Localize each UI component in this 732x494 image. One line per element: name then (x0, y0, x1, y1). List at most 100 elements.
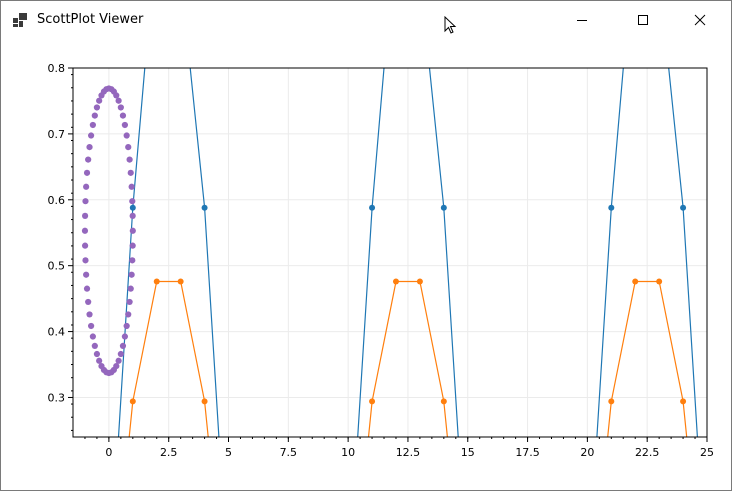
app-icon (13, 13, 27, 27)
series-3-point (117, 350, 124, 358)
series-3-point (129, 227, 136, 234)
series-3-point (119, 342, 127, 350)
series-1-line (428, 68, 459, 437)
series-1-line (668, 68, 698, 437)
x-axis: 0 2.5 5 7.5 10 12.5 15 17.5 20 22.5 25 (84, 437, 714, 459)
series-3-point (125, 311, 132, 318)
series-3-point (89, 121, 96, 129)
series-3-point (113, 92, 120, 99)
maximize-button[interactable] (620, 1, 666, 39)
series-3-point (128, 271, 135, 278)
series-3-point (83, 285, 91, 292)
series-3-point (93, 104, 101, 111)
series-3-point (127, 285, 134, 292)
y-tick-label: 0.8 (48, 62, 66, 75)
mouse-cursor-icon (444, 16, 457, 34)
series-2-point (440, 398, 447, 405)
series-3-point (85, 156, 92, 163)
series-3-point (81, 242, 89, 249)
close-icon (694, 14, 706, 26)
series-3-point (123, 322, 130, 330)
x-tick-label: 12.5 (396, 446, 421, 459)
x-tick-label: 15 (461, 446, 475, 459)
title-bar[interactable]: ScottPlot Viewer (1, 1, 731, 39)
close-button[interactable] (677, 1, 723, 39)
series-2-point (680, 398, 687, 405)
series-3-point (86, 143, 93, 151)
series-3-point (128, 183, 135, 190)
series-1-point (608, 204, 615, 211)
series-3-point (96, 357, 103, 364)
series-3-point (89, 333, 96, 340)
series-2-point (177, 278, 184, 285)
y-tick-label: 0.4 (48, 326, 66, 339)
y-tick-label: 0.3 (48, 391, 66, 404)
x-tick-label: 0 (105, 446, 112, 459)
x-tick-label: 2.5 (160, 446, 178, 459)
x-tick-label: 10 (341, 446, 355, 459)
series-3-point (125, 143, 132, 151)
series-3-point (123, 132, 130, 139)
series-3-point (129, 242, 136, 249)
series-3-point (117, 104, 124, 111)
series-3-point (81, 212, 89, 219)
maximize-icon (638, 15, 648, 25)
plot-area[interactable]: 0 2.5 5 7.5 10 12.5 15 17.5 20 22.5 25 0.3 0.4 0.5 0.6… (1, 39, 731, 490)
series-2-point (129, 398, 136, 405)
series-2-line (128, 280, 209, 437)
y-axis: 0.3 0.4 0.5 0.6 0.7 0.8 (48, 62, 73, 431)
series-3-point (86, 311, 93, 318)
series-3-point (82, 257, 89, 264)
minimize-button[interactable] (559, 1, 605, 39)
series-3-point (126, 298, 133, 306)
series-3-point (129, 212, 136, 219)
series-2-point (153, 278, 160, 285)
series-2-point (608, 398, 615, 405)
series-3-point (83, 169, 91, 176)
series-1-point (129, 204, 136, 211)
y-tick-label: 0.7 (48, 128, 66, 141)
series-3-point (129, 198, 136, 205)
series-1-point (680, 204, 687, 211)
series-1-line (596, 68, 624, 437)
series-2-line (367, 280, 448, 437)
series-2-point (656, 278, 663, 285)
series-2-point (201, 398, 208, 405)
series-1-point (440, 204, 447, 211)
plot-frame (72, 67, 708, 438)
x-tick-label: 5 (225, 446, 232, 459)
series-3-point (83, 271, 90, 278)
series-3-point (129, 257, 136, 264)
series-3-point (93, 350, 101, 358)
series-2-point (369, 398, 376, 405)
series-3-point (96, 97, 103, 104)
series-3-point (81, 227, 89, 234)
series-3-point (127, 169, 134, 176)
series-3-point (119, 112, 127, 119)
x-tick-label: 22.5 (635, 446, 660, 459)
series-1-point (369, 204, 376, 211)
series-2-point (392, 278, 399, 285)
series-3-point (115, 97, 122, 104)
series-1-point (201, 204, 208, 211)
minimize-icon (577, 20, 587, 21)
series-2-point (632, 278, 639, 285)
series-2-line (607, 280, 688, 437)
series-3-point (91, 342, 98, 350)
grid (73, 67, 708, 437)
series-3-point (126, 156, 133, 163)
y-tick-label: 0.6 (48, 194, 66, 207)
window-title: ScottPlot Viewer (37, 12, 144, 27)
series-group (81, 68, 698, 437)
series-1-line (357, 68, 385, 437)
series-3-point (85, 298, 92, 306)
series-3-point (83, 183, 90, 190)
x-tick-label: 20 (580, 446, 594, 459)
series-3-point (91, 112, 98, 119)
scatter-plot[interactable]: 0 2.5 5 7.5 10 12.5 15 17.5 20 22.5 25 0.3 0.4 0.5 0.6… (1, 39, 731, 490)
series-3-point (88, 322, 95, 330)
series-3-point (82, 198, 89, 205)
series-1-line (189, 68, 220, 437)
series-3-point (98, 363, 105, 370)
